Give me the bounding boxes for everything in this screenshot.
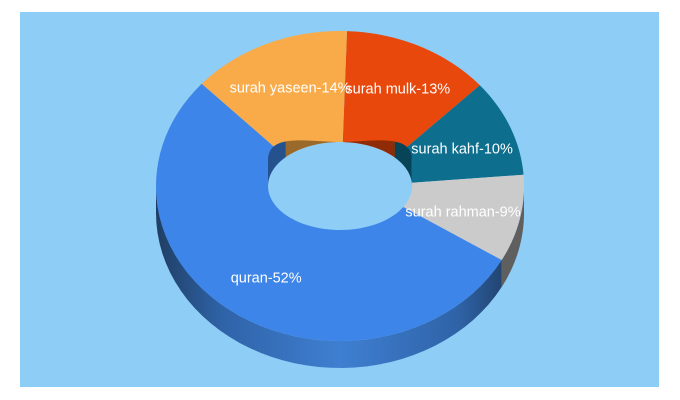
mulk-wall — [343, 140, 395, 157]
svg-text:surah mulk-13%: surah mulk-13% — [345, 81, 450, 97]
yaseen-wall — [286, 140, 343, 157]
svg-text:quran-52%: quran-52% — [231, 271, 302, 287]
svg-text:surah kahf-10%: surah kahf-10% — [411, 141, 513, 157]
svg-text:surah yaseen-14%: surah yaseen-14% — [230, 80, 351, 96]
svg-text:surah rahman-9%: surah rahman-9% — [405, 205, 520, 221]
